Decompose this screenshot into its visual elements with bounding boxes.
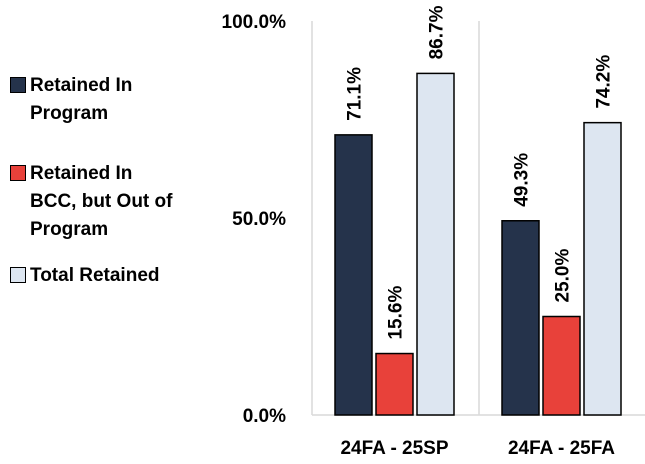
legend: Retained In Program Retained In BCC, but…	[10, 72, 190, 312]
bar	[334, 134, 373, 416]
bar	[416, 72, 455, 416]
x-tick-label: 24FA - 25FA	[508, 438, 615, 459]
bar	[375, 352, 414, 416]
legend-swatch-retained-in-program	[10, 77, 26, 93]
data-label: 15.6%	[386, 286, 407, 340]
legend-label-retained-in-program: Retained In Program	[30, 75, 133, 124]
y-tick-label: 100.0%	[222, 12, 287, 33]
y-tick-label: 0.0%	[243, 406, 286, 427]
legend-item-total-retained: Total Retained	[10, 262, 190, 290]
legend-label-retained-in-bcc: Retained In BCC, but Out of Program	[30, 163, 173, 240]
y-tick-label: 50.0%	[232, 209, 286, 230]
legend-label-total-retained: Total Retained	[30, 265, 160, 286]
legend-swatch-retained-in-bcc	[10, 165, 26, 181]
data-label: 49.3%	[512, 153, 533, 207]
bar	[583, 121, 622, 416]
data-label: 86.7%	[427, 5, 448, 59]
legend-swatch-total-retained	[10, 267, 26, 283]
x-tick-label: 24FA - 25SP	[340, 438, 448, 459]
bar	[542, 315, 581, 416]
legend-item-retained-in-bcc: Retained In BCC, but Out of Program	[10, 160, 190, 244]
bar	[501, 220, 540, 416]
data-label: 74.2%	[594, 55, 615, 109]
data-label: 71.1%	[345, 67, 366, 121]
legend-item-retained-in-program: Retained In Program	[10, 72, 190, 128]
data-label: 25.0%	[553, 249, 574, 303]
